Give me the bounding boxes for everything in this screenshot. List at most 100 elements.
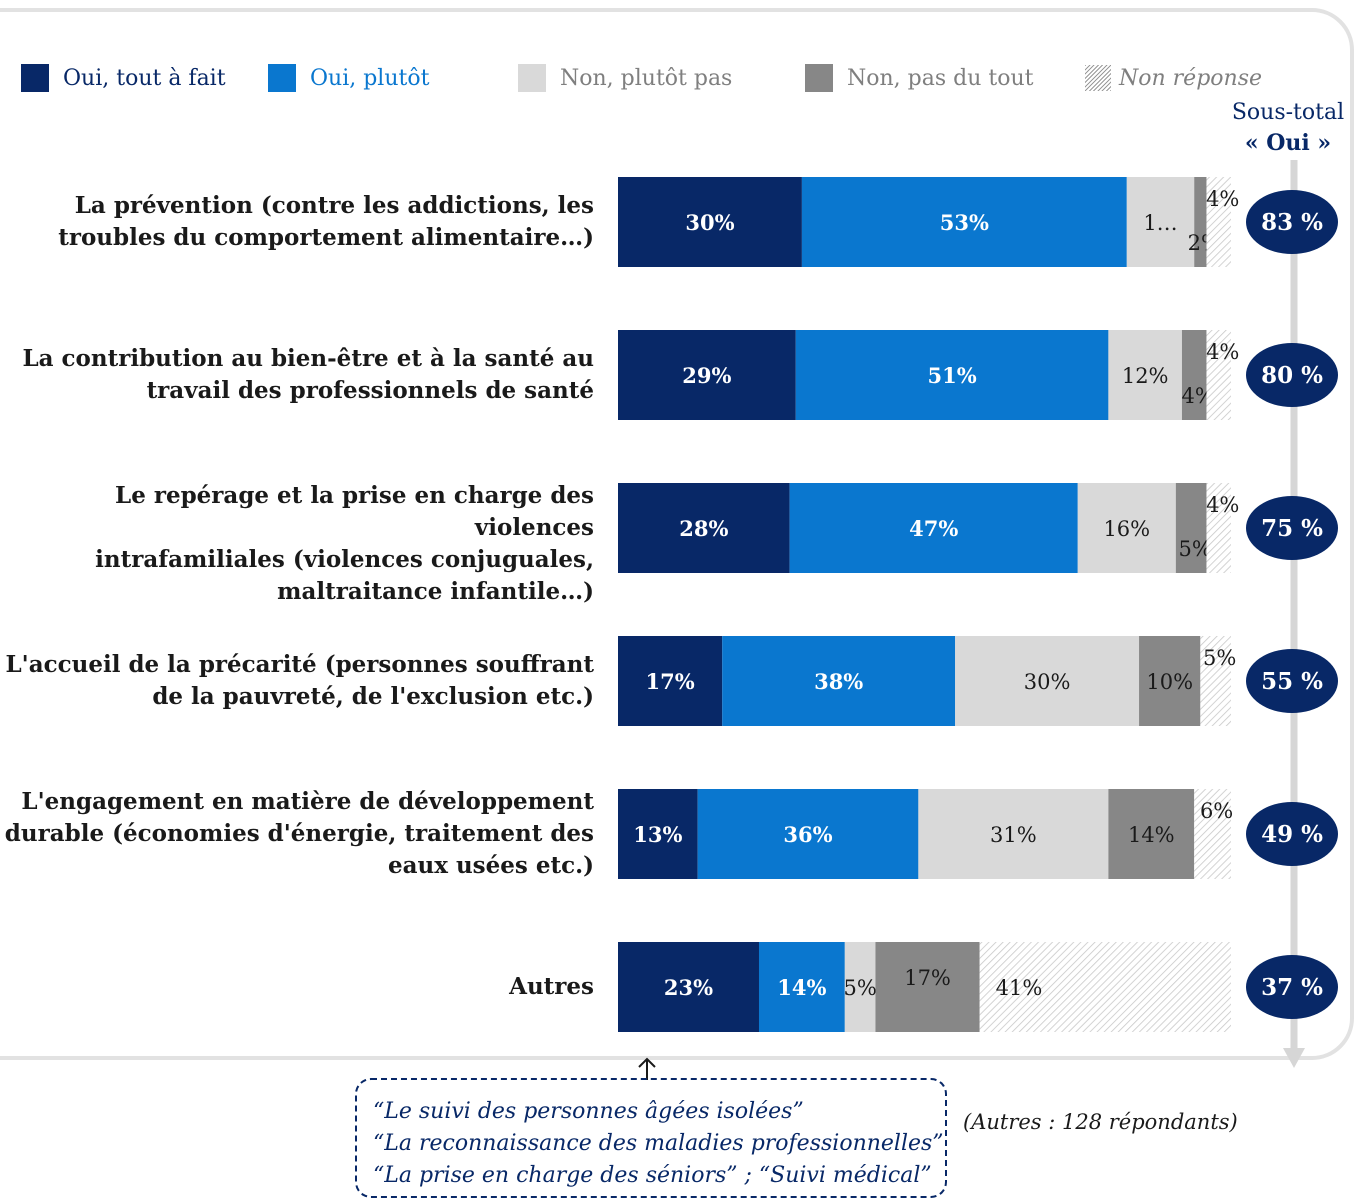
bar-segment (618, 942, 759, 1032)
legend-swatch-hatch (1085, 65, 1111, 91)
bar-value-label: 53% (940, 210, 989, 235)
bar-segment (1194, 789, 1231, 879)
category-label-line: L'accueil de la précarité (personnes sou… (5, 651, 595, 678)
category-label-line: Autres (509, 973, 594, 1000)
bar-value-label: 12% (1122, 364, 1169, 388)
category-label-line: L'engagement en matière de développement (21, 788, 594, 815)
legend-item-non-reponse: Non réponse (1085, 58, 1262, 98)
bar-value-label: 30% (1024, 670, 1071, 694)
legend-swatch (518, 64, 546, 92)
bar-segment (758, 942, 845, 1032)
bar-segment (618, 636, 723, 726)
subtotal-oval: 75 % (1246, 496, 1338, 560)
legend-item-oui-plutot: Oui, plutôt (268, 58, 429, 98)
legend-label: Non, plutôt pas (560, 65, 733, 91)
bar-value-label: 4% (1206, 493, 1239, 517)
quotes-box: “Le suivi des personnes âgées isolées” “… (355, 1078, 947, 1198)
category-label-line: travail des professionnels de santé (146, 377, 594, 404)
quote-line: “La prise en charge des séniors” ; “Suiv… (373, 1163, 932, 1188)
legend-swatch (268, 64, 296, 92)
bar-value-label: 1… (1143, 211, 1177, 235)
category-label-line: durable (économies d'énergie, traitement… (4, 820, 594, 847)
subtotal-subtitle: « Oui » (1244, 130, 1332, 156)
bar-value-label: 29% (682, 363, 731, 388)
subtotal-oval: 37 % (1246, 955, 1338, 1019)
subtotal-oval: 55 % (1246, 649, 1338, 713)
subtotal-title: Sous-total (1231, 100, 1345, 125)
category-label-line: intrafamiliales (violences conjuguales, (95, 546, 594, 573)
bar-value-label: 51% (927, 363, 976, 388)
bar-value-label: 17% (646, 669, 695, 694)
arrow-up-icon (638, 1057, 656, 1080)
bar-segment (789, 483, 1078, 573)
legend-label: Oui, tout à fait (63, 65, 226, 91)
legend-label: Non réponse (1119, 65, 1262, 91)
bar-segment (618, 330, 796, 420)
bar-value-label: 47% (909, 516, 958, 541)
bar-value-label: 5% (1203, 646, 1236, 670)
bar-value-label: 16% (1103, 517, 1150, 541)
bar-value-label: 17% (904, 966, 951, 990)
subtotal-oval: 80 % (1246, 343, 1338, 407)
subtotal-oval: 49 % (1246, 802, 1338, 866)
bar-value-label: 36% (783, 822, 832, 847)
bar-segment (801, 177, 1127, 267)
bar-segment (1077, 483, 1176, 573)
bar-value-label: 41% (996, 976, 1043, 1000)
bar-segment (1108, 789, 1195, 879)
bar-value-label: 28% (679, 516, 728, 541)
subtotal-axis-arrow (1283, 1048, 1305, 1068)
bar-segment (1206, 330, 1231, 420)
bar-value-label: 14% (1128, 823, 1175, 847)
bar-segment (795, 330, 1109, 420)
legend-item-oui-tout-a-fait: Oui, tout à fait (21, 58, 226, 98)
bar-value-label: 30% (685, 210, 734, 235)
bar-segment (1206, 483, 1231, 573)
quote-line: “Le suivi des personnes âgées isolées” (373, 1099, 804, 1124)
bar-segment (722, 636, 956, 726)
bar-segment (618, 483, 790, 573)
legend-swatch (21, 64, 49, 92)
bar-value-label: 10% (1146, 670, 1193, 694)
quote-line: “La reconnaissance des maladies professi… (373, 1131, 944, 1156)
category-label-line: de la pauvreté, de l'exclusion etc.) (152, 683, 594, 710)
legend-item-non-plutot-pas: Non, plutôt pas (518, 58, 732, 98)
bar-segment (1206, 177, 1231, 267)
category-label-line: eaux usées etc.) (387, 852, 594, 879)
legend-swatch (805, 64, 833, 92)
bar-segment (844, 942, 876, 1032)
bar-segment (1108, 330, 1182, 420)
bar-segment (1175, 483, 1207, 573)
category-label-line: maltraitance infantile…) (277, 578, 594, 605)
category-label: La prévention (contre les addictions, le… (0, 190, 594, 254)
subtotal-oval: 83 % (1246, 190, 1338, 254)
bar-value-label: 6% (1200, 799, 1233, 823)
bar-segment (1181, 330, 1207, 420)
bar-segment (979, 942, 1231, 1032)
bar-segment (618, 177, 802, 267)
bar-segment (955, 636, 1140, 726)
bar-segment (1200, 636, 1231, 726)
bar-value-label: 13% (633, 822, 682, 847)
category-label-line: La prévention (contre les addictions, le… (74, 192, 594, 219)
bar-value-label: 4% (1206, 340, 1239, 364)
footnote: (Autres : 128 répondants) (963, 1110, 1238, 1134)
bar-value-label: 38% (814, 669, 863, 694)
bar-segment (918, 789, 1109, 879)
bar-value-label: 5% (1178, 537, 1211, 561)
bar-value-label: 5% (843, 976, 876, 1000)
legend-label: Non, pas du tout (847, 65, 1034, 91)
bar-segment (1139, 636, 1201, 726)
bar-value-label: 4% (1206, 187, 1239, 211)
chart-frame (0, 8, 1354, 1060)
bar-segment (618, 789, 698, 879)
bar-segment (1194, 177, 1207, 267)
bar-value-label: 31% (990, 823, 1037, 847)
category-label: Autres (0, 971, 594, 1003)
category-label: La contribution au bien-être et à la san… (0, 343, 594, 407)
category-label: L'accueil de la précarité (personnes sou… (0, 649, 595, 713)
bar-segment (697, 789, 919, 879)
subtotal-header: Sous-total « Oui » (1218, 98, 1358, 158)
category-label: Le repérage et la prise en charge des vi… (0, 480, 594, 608)
